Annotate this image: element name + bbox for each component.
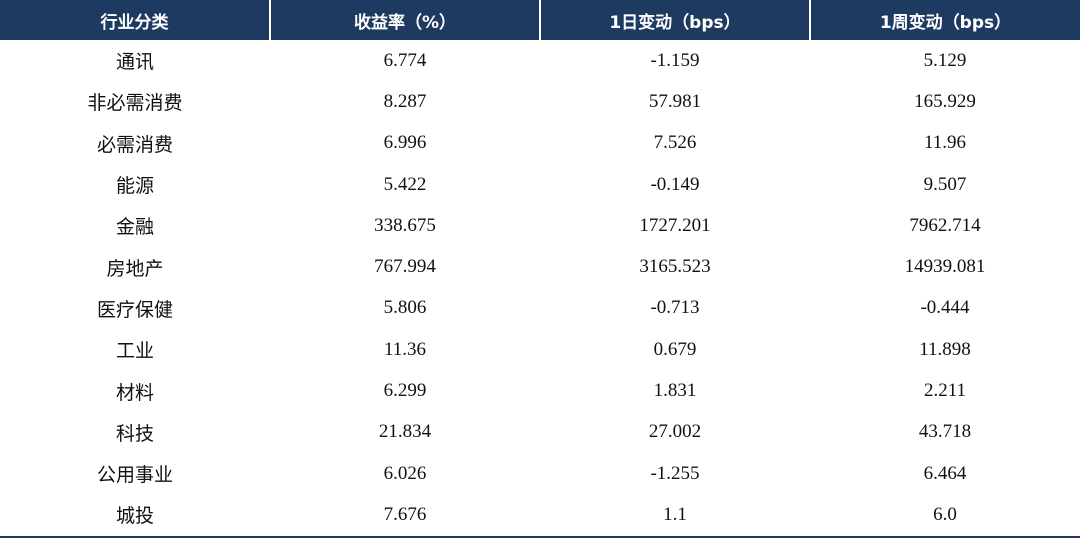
sector-cell: 非必需消费 [87, 93, 183, 115]
value-cell: 21.834 [378, 421, 432, 443]
value-cell: 1727.201 [639, 214, 711, 236]
value-cell: 7.526 [653, 132, 697, 154]
value-cell: 6.026 [383, 462, 427, 484]
value-cell: 0.679 [653, 338, 697, 360]
value-cell: -0.713 [650, 297, 700, 319]
value-cell: -1.255 [650, 462, 700, 484]
sector-cell: 城投 [0, 494, 270, 538]
sector-cell: 科技 [115, 423, 154, 445]
value-cell: 767.994 [374, 256, 436, 278]
value-cell: -1.159 [650, 49, 700, 71]
table-row: 房地产 767.994 3165.523 14939.081 [0, 246, 1080, 287]
value-cell: 6.774 [383, 49, 427, 71]
header-cell: 收益率（%） [269, 0, 540, 40]
value-cell: 6.464 [923, 462, 967, 484]
value-cell: 165.929 [914, 90, 976, 112]
header-cell: 1周变动（bps） [809, 0, 1080, 40]
value-cell: 57.981 [648, 90, 702, 112]
header-row: 行业分类 收益率（%） 1日变动（bps） 1周变动（bps） [0, 0, 1080, 40]
value-cell: 5.422 [383, 173, 427, 195]
value-cell: 6.0 [810, 494, 1080, 538]
value-cell: 1.1 [540, 494, 810, 538]
table-row: 医疗保健 5.806 -0.713 -0.444 [0, 288, 1080, 329]
value-cell: 11.36 [383, 338, 427, 360]
value-cell: 3165.523 [639, 256, 711, 278]
value-cell: 2.211 [923, 380, 967, 402]
table-row: 公用事业 6.026 -1.255 6.464 [0, 453, 1080, 494]
value-cell: 27.002 [648, 421, 702, 443]
table-row: 工业 11.36 0.679 11.898 [0, 329, 1080, 370]
table-row: 必需消费 6.996 7.526 11.96 [0, 123, 1080, 164]
sector-cell: 金融 [115, 217, 154, 239]
value-cell: 6.299 [383, 380, 427, 402]
value-cell: 7.676 [270, 494, 540, 538]
sector-cell: 通讯 [115, 52, 154, 74]
header-cell: 行业分类 [0, 0, 270, 40]
value-cell: 6.996 [383, 132, 427, 154]
table-body: 通讯 6.774 -1.159 5.129 非必需消费 8.287 57.981 165.92… [0, 40, 1080, 538]
table-row: 通讯 6.774 -1.159 5.129 [0, 40, 1080, 81]
sector-cell: 必需消费 [96, 134, 173, 156]
value-cell: 5.129 [923, 49, 967, 71]
value-cell: 8.287 [383, 90, 427, 112]
value-cell: 14939.081 [904, 256, 986, 278]
sector-cell: 能源 [115, 176, 154, 198]
value-cell: -0.149 [650, 173, 700, 195]
value-cell: 5.806 [383, 297, 427, 319]
value-cell: 11.898 [919, 338, 971, 360]
sector-cell: 材料 [115, 382, 154, 404]
header-cell: 1日变动（bps） [539, 0, 810, 40]
value-cell: 7962.714 [909, 214, 981, 236]
table-row: 城投 7.676 1.1 6.0 [0, 494, 1080, 538]
table-row: 科技 21.834 27.002 43.718 [0, 412, 1080, 453]
sector-cell: 房地产 [106, 258, 164, 280]
value-cell: 1.831 [653, 380, 697, 402]
sector-cell: 工业 [115, 341, 154, 363]
sector-cell: 公用事业 [96, 465, 173, 487]
value-cell: 9.507 [923, 173, 967, 195]
value-cell: -0.444 [920, 297, 970, 319]
table-row: 非必需消费 8.287 57.981 165.929 [0, 81, 1080, 122]
value-cell: 11.96 [923, 132, 967, 154]
value-cell: 338.675 [374, 214, 436, 236]
table-row: 能源 5.422 -0.149 9.507 [0, 164, 1080, 205]
table-row: 金融 338.675 1727.201 7962.714 [0, 205, 1080, 246]
value-cell: 43.718 [918, 421, 972, 443]
table-row: 材料 6.299 1.831 2.211 [0, 370, 1080, 411]
sector-cell: 医疗保健 [96, 299, 173, 321]
